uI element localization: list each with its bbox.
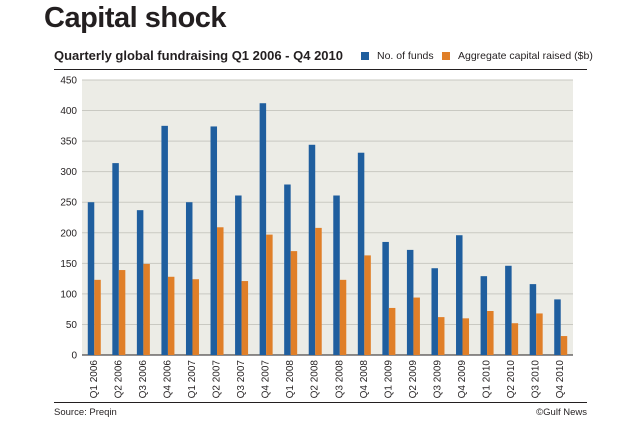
- x-tick-label: Q3 2010: [531, 360, 542, 399]
- bar-capital: [266, 234, 273, 355]
- bar-funds: [480, 276, 488, 355]
- source-note: Source: Preqin: [54, 407, 117, 418]
- bar-funds: [161, 125, 168, 355]
- y-tick-label: 200: [60, 228, 77, 239]
- x-tick-label: Q1 2006: [89, 360, 100, 399]
- bar-capital: [315, 227, 322, 355]
- legend-item-funds: No. of funds: [361, 50, 434, 62]
- bar-capital: [462, 318, 470, 355]
- x-tick-label: Q2 2006: [113, 360, 124, 399]
- x-tick-label: Q4 2009: [457, 360, 468, 399]
- bar-capital: [290, 251, 298, 355]
- y-tick-label: 100: [60, 289, 77, 300]
- bar-capital: [339, 279, 347, 355]
- bar-capital: [118, 270, 126, 355]
- bar-capital: [536, 313, 543, 355]
- bottom-rule: [54, 402, 587, 403]
- bar-capital: [388, 307, 396, 355]
- bar-funds: [210, 126, 218, 355]
- bar-funds: [529, 284, 537, 355]
- x-axis-ticks: Q1 2006 Q2 2006 Q3 2006 Q4 2006 Q1 2007 Q2 20…: [89, 360, 566, 399]
- bar-funds: [382, 241, 389, 355]
- bar-capital: [413, 297, 420, 355]
- legend-label-capital: Aggregate capital raised ($b): [458, 50, 593, 62]
- top-rule: [54, 69, 587, 70]
- x-tick-label: Q2 2010: [506, 360, 517, 399]
- y-tick-label: 450: [60, 76, 77, 87]
- legend-label-funds: No. of funds: [377, 50, 434, 62]
- x-tick-label: Q2 2007: [212, 360, 223, 399]
- y-tick-label: 400: [60, 106, 77, 117]
- bar-funds: [554, 299, 561, 355]
- bar-funds: [406, 249, 414, 355]
- bar-funds: [284, 184, 291, 355]
- bar-capital: [437, 317, 445, 355]
- x-tick-label: Q3 2009: [432, 360, 443, 399]
- y-tick-label: 300: [60, 167, 77, 178]
- legend-swatch-capital: [442, 52, 450, 60]
- x-tick-label: Q4 2006: [162, 360, 173, 399]
- bar-capital: [364, 255, 371, 355]
- chart-subtitle: Quarterly global fundraising Q1 2006 - Q…: [54, 48, 343, 63]
- y-tick-label: 350: [60, 137, 77, 148]
- headline: Capital shock: [44, 2, 227, 34]
- legend-swatch-funds: [361, 52, 369, 60]
- bar-capital: [167, 276, 175, 355]
- bar-capital: [94, 279, 101, 355]
- y-tick-label: 0: [71, 351, 77, 362]
- x-tick-label: Q3 2007: [236, 360, 247, 399]
- bar-funds: [235, 195, 242, 355]
- bar-funds: [431, 268, 438, 355]
- bar-capital: [241, 281, 249, 355]
- y-tick-label: 250: [60, 198, 77, 209]
- bar-capital: [192, 279, 199, 355]
- y-axis-ticks: 0 50 100 150 200 250 300 350 400 450: [60, 76, 77, 362]
- x-tick-label: Q1 2010: [482, 360, 493, 399]
- x-tick-label: Q2 2008: [310, 360, 321, 399]
- y-tick-label: 50: [66, 320, 78, 331]
- bar-funds: [259, 103, 267, 355]
- x-tick-label: Q3 2006: [138, 360, 149, 399]
- bar-capital: [511, 323, 519, 355]
- bar-funds: [112, 163, 119, 355]
- bar-funds: [333, 195, 340, 355]
- bar-capital: [560, 336, 568, 355]
- x-tick-label: Q1 2007: [187, 360, 198, 399]
- legend-item-capital: Aggregate capital raised ($b): [442, 50, 593, 62]
- bar-capital: [143, 263, 150, 355]
- bars: [87, 103, 568, 355]
- x-tick-label: Q4 2008: [359, 360, 370, 399]
- bar-funds: [185, 202, 193, 355]
- credit-note: ©Gulf News: [536, 407, 587, 418]
- y-tick-label: 150: [60, 259, 77, 270]
- plot-area: [82, 80, 573, 355]
- x-tick-label: Q2 2009: [408, 360, 419, 399]
- x-tick-label: Q4 2007: [261, 360, 272, 399]
- bar-funds: [136, 210, 144, 355]
- bar-funds: [357, 152, 365, 355]
- x-tick-label: Q4 2010: [555, 360, 566, 399]
- bar-funds: [456, 235, 463, 355]
- bar-capital: [217, 227, 224, 355]
- x-tick-label: Q1 2009: [383, 360, 394, 399]
- bar-funds: [505, 265, 512, 355]
- x-tick-label: Q1 2008: [285, 360, 296, 399]
- x-tick-label: Q3 2008: [334, 360, 345, 399]
- bar-funds: [87, 202, 95, 355]
- bar-capital: [487, 311, 494, 355]
- bar-funds: [308, 144, 316, 355]
